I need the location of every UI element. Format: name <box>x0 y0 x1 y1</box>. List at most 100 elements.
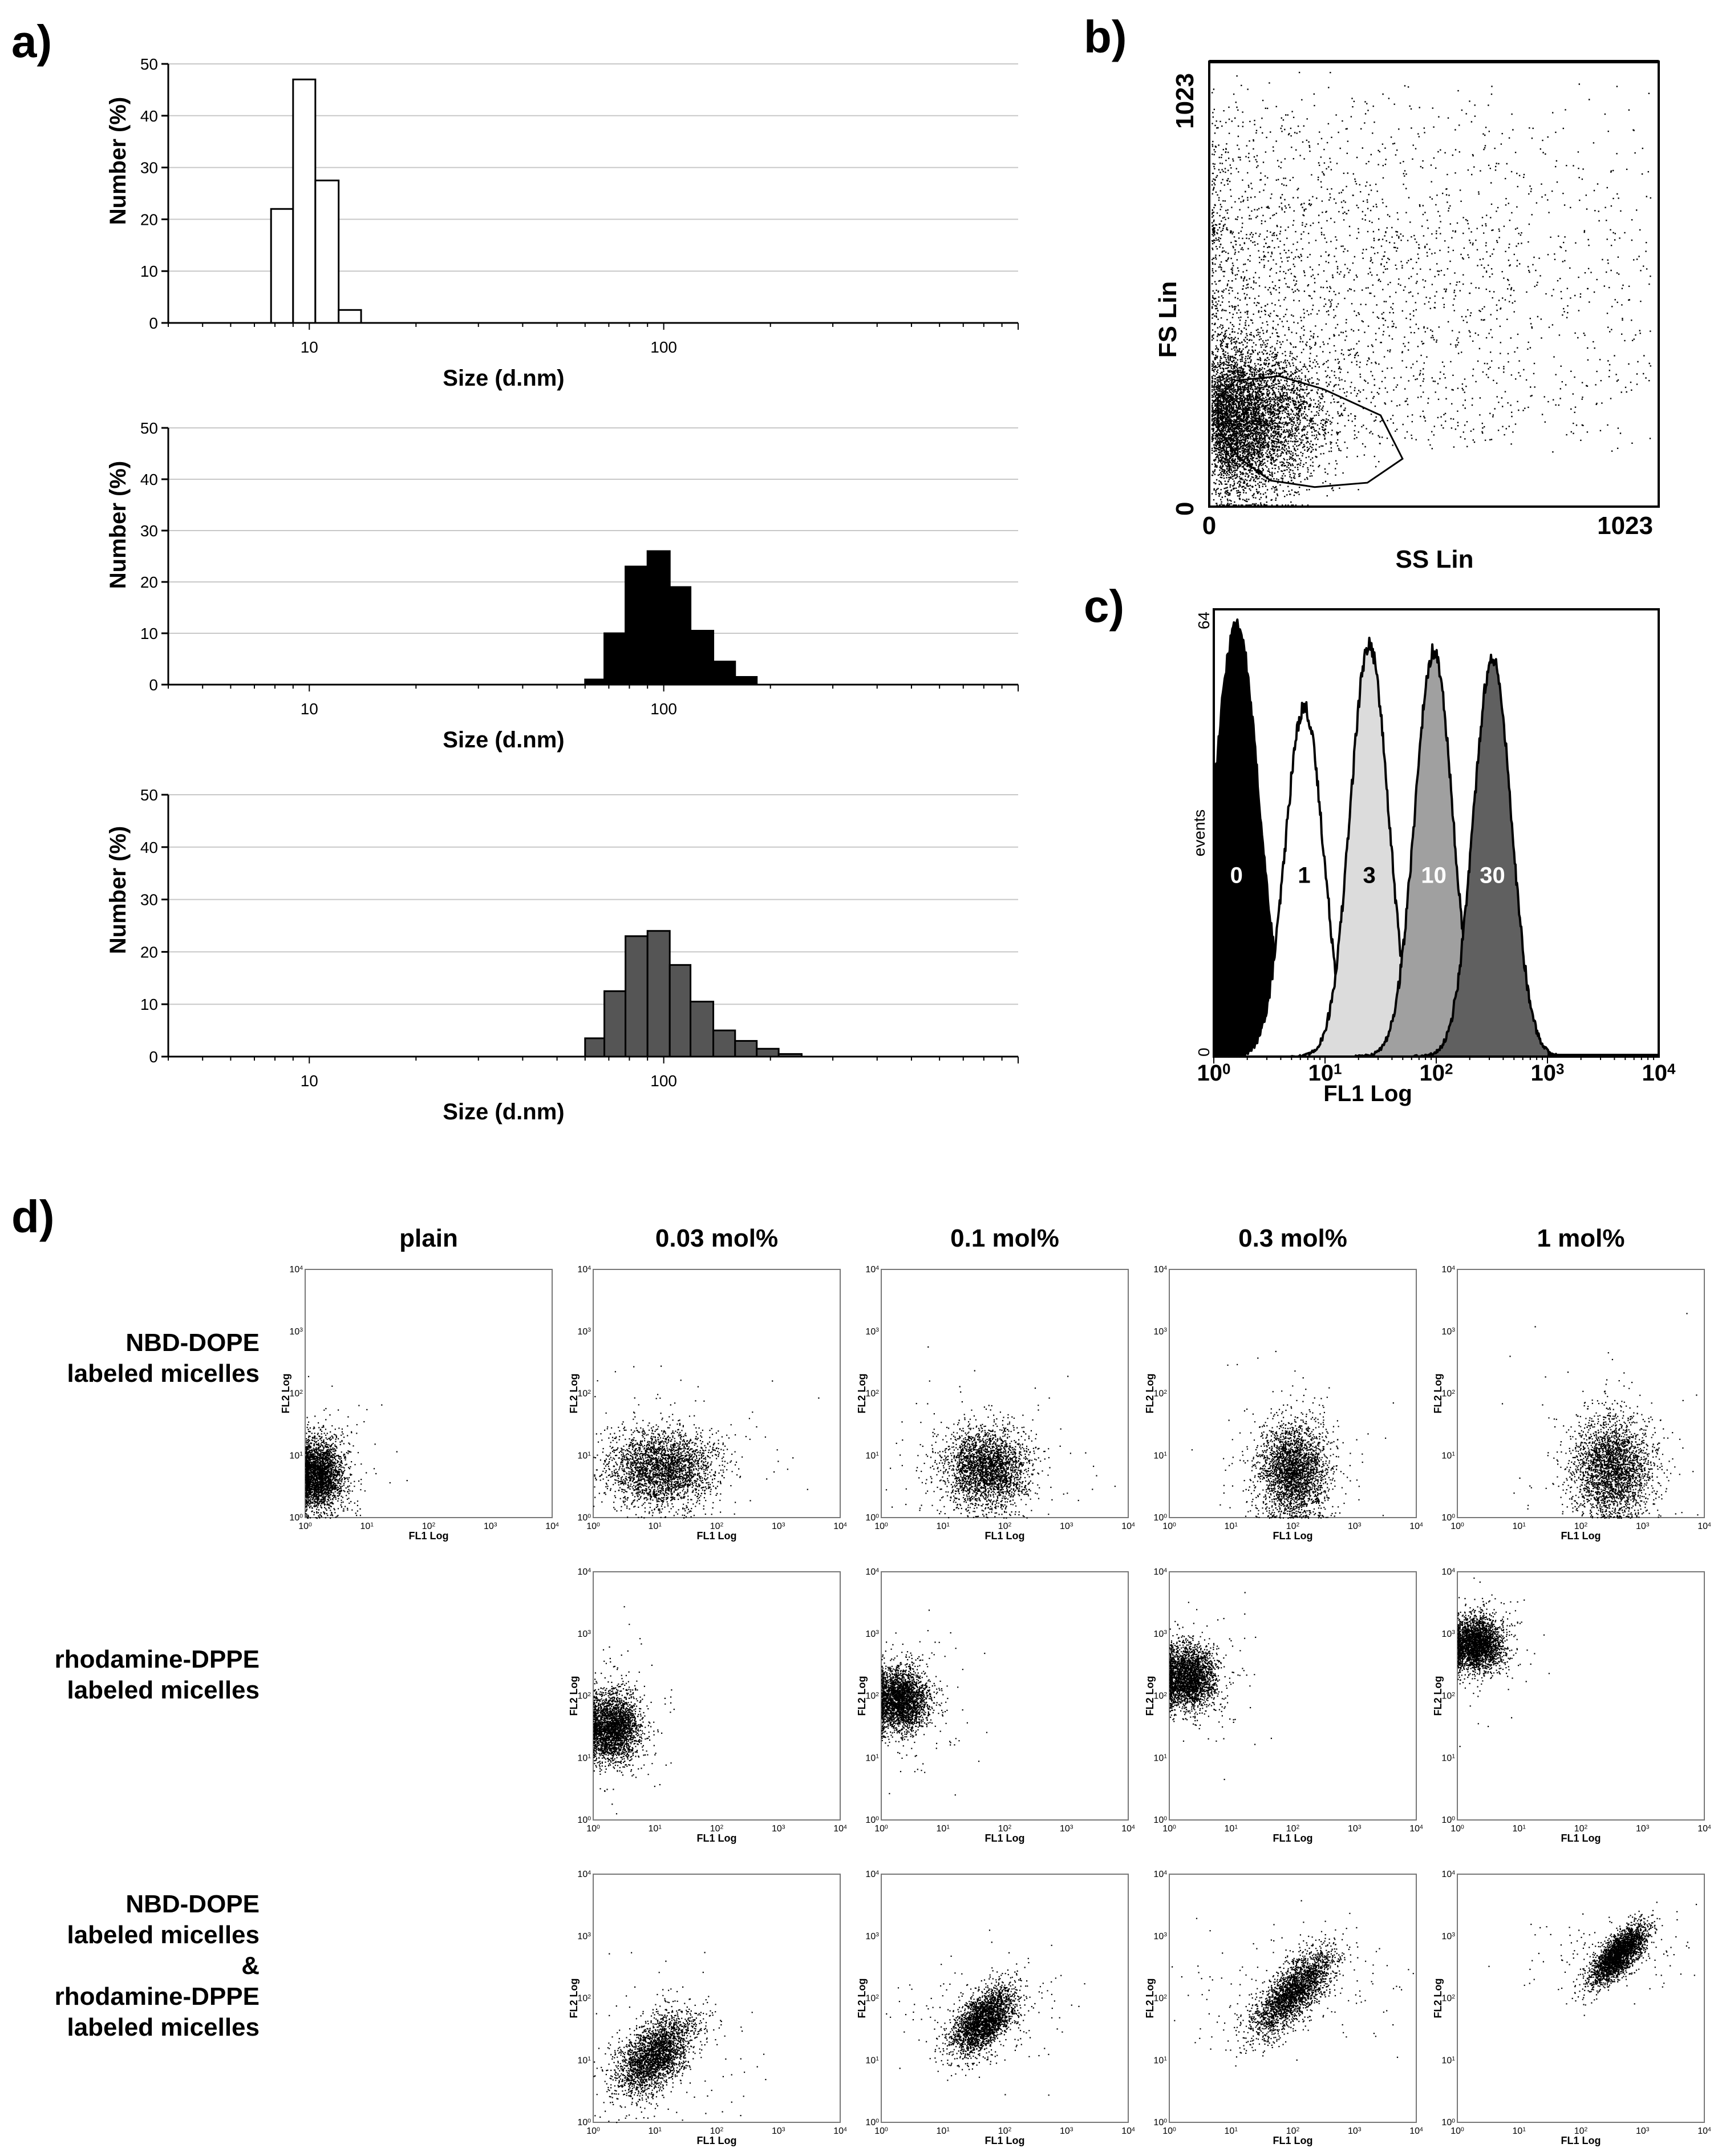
x-tick-label: 102 <box>998 2126 1012 2136</box>
dot-events <box>1172 1900 1414 2067</box>
x-tick-label: 103 <box>1636 1824 1650 1834</box>
dot-events <box>885 1346 1116 1519</box>
x-tick-label: 0 <box>1202 512 1216 540</box>
x-tick-label: 101 <box>648 1522 662 1531</box>
y-axis-label: FL2 Log <box>1144 1979 1156 2019</box>
y-tick-label: 104 <box>1441 1567 1455 1577</box>
x-axis-label: FL1 Log <box>697 2135 737 2146</box>
x-tick-label: 101 <box>1512 2126 1526 2136</box>
x-axis-label: FL1 Log <box>1273 2135 1313 2146</box>
histogram-label-10: 10 <box>1421 863 1447 888</box>
x-tick-label: 100 <box>586 1824 600 1834</box>
y-tick-label: 103 <box>865 1327 879 1337</box>
y-tick-label: 101 <box>1441 2056 1455 2065</box>
plot-frame <box>1169 1571 1417 1821</box>
x-tick-label: 104 <box>1121 2126 1135 2136</box>
row-label: rhodamine-DPPE <box>55 1645 260 1673</box>
size-histogram-1: 0 10 20 30 40 50 10 100 Size (d.nm) Number (%) <box>106 55 1019 391</box>
y-tick-label: 30 <box>140 522 158 540</box>
x-tick-label: 101 <box>1224 1522 1238 1531</box>
x-axis-label: FL1 Log <box>1561 1833 1601 1844</box>
y-tick-label: 30 <box>140 159 158 177</box>
row-label: NBD-DOPE <box>125 1890 260 1918</box>
x-tick-label: 100 <box>874 2126 888 2136</box>
y-tick-label: 100 <box>289 1513 303 1523</box>
row-label: labeled micelles <box>67 2013 260 2041</box>
dot-events <box>1457 1577 1550 1748</box>
row-label: NBD-DOPE <box>125 1329 260 1357</box>
y-tick-label: 103 <box>1441 1629 1455 1639</box>
dot-events <box>1169 1592 1272 1781</box>
y-axis-label: Number (%) <box>106 826 131 954</box>
y-tick-label: 100 <box>1441 1513 1455 1523</box>
x-tick-label: 104 <box>1121 1522 1135 1531</box>
histogram-bar <box>292 78 317 324</box>
y-tick-label: 100 <box>577 1815 591 1825</box>
x-tick-label: 103 <box>772 1824 785 1834</box>
row-label: labeled micelles <box>67 1360 260 1388</box>
y-tick-label: 104 <box>1153 1265 1167 1275</box>
x-tick-label: 100 <box>1162 1824 1176 1834</box>
dot-events <box>881 1609 988 1796</box>
y-tick-label: 100 <box>577 1513 591 1523</box>
x-tick-label: 103 <box>1348 1522 1362 1531</box>
histogram-bar <box>314 179 340 324</box>
y-tick-label: 103 <box>865 1932 879 1941</box>
y-axis-label: FL2 Log <box>1432 1374 1444 1414</box>
x-tick-label: 100 <box>650 338 677 356</box>
x-tick-label: 100 <box>650 700 677 718</box>
x-tick-label: 100 <box>586 2126 600 2136</box>
histogram-bar <box>756 1047 780 1058</box>
x-tick-label: 101 <box>1308 1060 1342 1086</box>
y-tick-label: 103 <box>577 1932 591 1941</box>
x-tick-label: 104 <box>1642 1060 1676 1086</box>
y-tick-label: 0 <box>149 314 158 332</box>
x-tick-label: 102 <box>710 1522 724 1531</box>
x-tick-label: 1023 <box>1597 512 1653 540</box>
histogram-bar <box>584 678 606 686</box>
x-tick-label: 100 <box>1162 1522 1176 1531</box>
x-tick-label: 100 <box>650 1072 677 1090</box>
y-tick-label: 104 <box>865 1870 879 1879</box>
x-tick-label: 100 <box>1451 2126 1464 2136</box>
y-tick-label: 100 <box>865 1513 879 1523</box>
column-title: 0.03 mol% <box>655 1224 778 1252</box>
y-tick-label: 100 <box>1153 1815 1167 1825</box>
panel-letter-a: a) <box>11 16 52 67</box>
x-tick-label: 101 <box>1224 2126 1238 2136</box>
x-tick-label: 104 <box>1697 1824 1711 1834</box>
y-tick-label: 102 <box>1153 1692 1167 1701</box>
x-tick-label: 101 <box>1224 1824 1238 1834</box>
y-axis-label: FL2 Log <box>568 1676 580 1716</box>
x-tick-label: 101 <box>1512 1522 1526 1531</box>
histogram-label-0: 0 <box>1230 863 1243 888</box>
y-tick-label: 102 <box>577 1389 591 1399</box>
y-axis-label: FL2 Log <box>856 1979 868 2019</box>
x-axis-label: FL1 Log <box>1273 1833 1313 1844</box>
y-tick-label: 20 <box>140 211 158 228</box>
x-tick-label: 102 <box>1286 1824 1300 1834</box>
histogram-bar <box>603 990 627 1058</box>
dot-events <box>593 1365 820 1519</box>
x-axis-label: SS Lin <box>1396 545 1474 573</box>
x-tick-label: 101 <box>936 2126 950 2136</box>
y-tick-label: 0 <box>149 1048 158 1066</box>
histogram-bar <box>338 309 362 324</box>
y-tick-label: 103 <box>1441 1932 1455 1941</box>
x-tick-label: 104 <box>1409 1824 1423 1834</box>
x-tick-label: 102 <box>1420 1060 1453 1086</box>
histogram-bar <box>270 208 294 324</box>
x-tick-label: 101 <box>648 2126 662 2136</box>
y-tick-label: 102 <box>1153 1994 1167 2004</box>
x-tick-label: 104 <box>833 1522 847 1531</box>
histogram-bar <box>668 586 692 686</box>
x-tick-label: 102 <box>710 2126 724 2136</box>
y-tick-label: 0 <box>1171 502 1199 516</box>
